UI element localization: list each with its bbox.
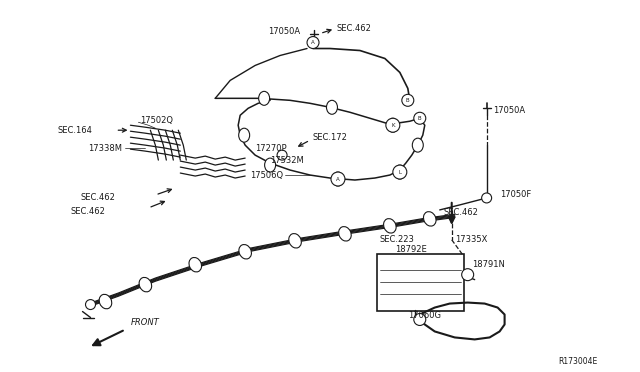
Text: 17050F: 17050F: [500, 190, 531, 199]
Circle shape: [461, 269, 474, 280]
Ellipse shape: [239, 244, 252, 259]
Ellipse shape: [424, 212, 436, 226]
Ellipse shape: [289, 234, 301, 248]
Ellipse shape: [139, 278, 152, 292]
Text: 17050A: 17050A: [493, 106, 525, 115]
Text: R173004E: R173004E: [558, 357, 597, 366]
Text: B: B: [406, 98, 410, 103]
Text: 17335X: 17335X: [454, 235, 487, 244]
Ellipse shape: [326, 100, 337, 114]
Ellipse shape: [189, 257, 202, 272]
Ellipse shape: [387, 118, 398, 132]
Circle shape: [482, 193, 492, 203]
Ellipse shape: [239, 128, 250, 142]
Text: L: L: [398, 170, 401, 174]
Text: A: A: [336, 177, 340, 182]
Text: 17270P: 17270P: [255, 144, 287, 153]
Ellipse shape: [383, 219, 396, 233]
Ellipse shape: [412, 138, 423, 152]
Circle shape: [86, 299, 95, 310]
Circle shape: [393, 165, 407, 179]
Text: 17532M: 17532M: [270, 155, 304, 164]
Ellipse shape: [332, 172, 344, 186]
Circle shape: [414, 112, 426, 124]
Text: 18792E: 18792E: [395, 245, 427, 254]
Text: FRONT: FRONT: [131, 318, 159, 327]
Ellipse shape: [264, 158, 276, 172]
Text: B: B: [418, 116, 422, 121]
Text: 17338M: 17338M: [88, 144, 122, 153]
Text: SEC.164: SEC.164: [58, 126, 92, 135]
Ellipse shape: [259, 92, 269, 105]
Ellipse shape: [339, 227, 351, 241]
Text: SEC.172: SEC.172: [312, 133, 347, 142]
Text: K: K: [391, 123, 395, 128]
Text: A: A: [311, 40, 315, 45]
Circle shape: [386, 118, 400, 132]
FancyBboxPatch shape: [377, 254, 464, 311]
Text: 17502Q: 17502Q: [140, 116, 173, 125]
Circle shape: [402, 94, 414, 106]
Ellipse shape: [99, 294, 112, 309]
Ellipse shape: [394, 165, 405, 179]
Circle shape: [277, 150, 287, 160]
Circle shape: [307, 36, 319, 48]
Text: 18791N: 18791N: [472, 260, 504, 269]
Text: 17050A: 17050A: [268, 27, 300, 36]
Text: 17060G: 17060G: [408, 311, 441, 320]
Text: SEC.462: SEC.462: [337, 24, 372, 33]
Text: SEC.462: SEC.462: [81, 193, 115, 202]
Text: SEC.462: SEC.462: [70, 208, 106, 217]
Text: 17506Q: 17506Q: [250, 170, 283, 180]
Circle shape: [414, 314, 426, 326]
Circle shape: [331, 172, 345, 186]
Text: SEC.462: SEC.462: [444, 208, 479, 217]
Text: SEC.223: SEC.223: [380, 235, 415, 244]
